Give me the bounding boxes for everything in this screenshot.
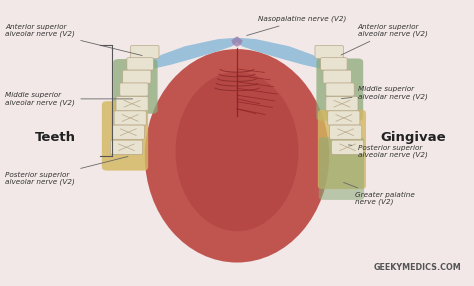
FancyBboxPatch shape (114, 111, 146, 125)
FancyBboxPatch shape (326, 83, 354, 96)
Text: GEEKYMEDICS.COM: GEEKYMEDICS.COM (374, 263, 462, 272)
Polygon shape (150, 38, 237, 69)
FancyBboxPatch shape (317, 58, 363, 121)
FancyBboxPatch shape (131, 45, 159, 58)
FancyBboxPatch shape (120, 83, 148, 96)
FancyBboxPatch shape (112, 125, 145, 139)
FancyBboxPatch shape (116, 97, 148, 111)
FancyBboxPatch shape (102, 101, 148, 171)
FancyBboxPatch shape (323, 70, 351, 83)
FancyBboxPatch shape (110, 140, 143, 154)
FancyBboxPatch shape (319, 137, 364, 200)
Text: Anterior superior
alveolar nerve (V2): Anterior superior alveolar nerve (V2) (5, 24, 142, 55)
FancyBboxPatch shape (315, 45, 343, 58)
Text: Nasopalatine nerve (V2): Nasopalatine nerve (V2) (247, 16, 346, 35)
Polygon shape (231, 36, 243, 47)
FancyBboxPatch shape (329, 125, 362, 139)
Text: Posterior superior
alveolar nerve (V2): Posterior superior alveolar nerve (V2) (5, 156, 128, 185)
FancyBboxPatch shape (123, 70, 151, 83)
Text: Gingivae: Gingivae (380, 131, 446, 144)
FancyBboxPatch shape (318, 110, 366, 189)
FancyBboxPatch shape (127, 57, 154, 70)
Text: Anterior superior
alveolar nerve (V2): Anterior superior alveolar nerve (V2) (341, 24, 428, 55)
Text: Middle superior
alveolar nerve (V2): Middle superior alveolar nerve (V2) (5, 92, 133, 106)
Polygon shape (237, 38, 324, 69)
Text: Teeth: Teeth (35, 131, 75, 144)
FancyBboxPatch shape (326, 97, 358, 111)
FancyBboxPatch shape (331, 140, 364, 154)
FancyBboxPatch shape (320, 57, 347, 70)
Ellipse shape (145, 49, 329, 263)
FancyBboxPatch shape (113, 59, 157, 114)
Ellipse shape (175, 72, 299, 231)
Text: Middle superior
alveolar nerve (V2): Middle superior alveolar nerve (V2) (341, 86, 428, 100)
FancyBboxPatch shape (328, 111, 360, 125)
Text: Greater palatine
nerve (V2): Greater palatine nerve (V2) (344, 182, 415, 205)
Text: Posterior superior
alveolar nerve (V2): Posterior superior alveolar nerve (V2) (348, 145, 428, 158)
